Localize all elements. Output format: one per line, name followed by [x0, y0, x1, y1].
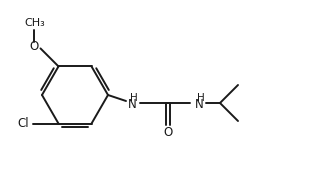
Text: Cl: Cl	[18, 117, 29, 130]
Text: CH₃: CH₃	[24, 18, 45, 28]
Text: N: N	[195, 98, 203, 111]
Text: O: O	[163, 127, 173, 140]
Text: H: H	[130, 93, 138, 103]
Text: H: H	[197, 93, 205, 103]
Text: O: O	[30, 40, 39, 53]
Text: N: N	[128, 98, 136, 111]
